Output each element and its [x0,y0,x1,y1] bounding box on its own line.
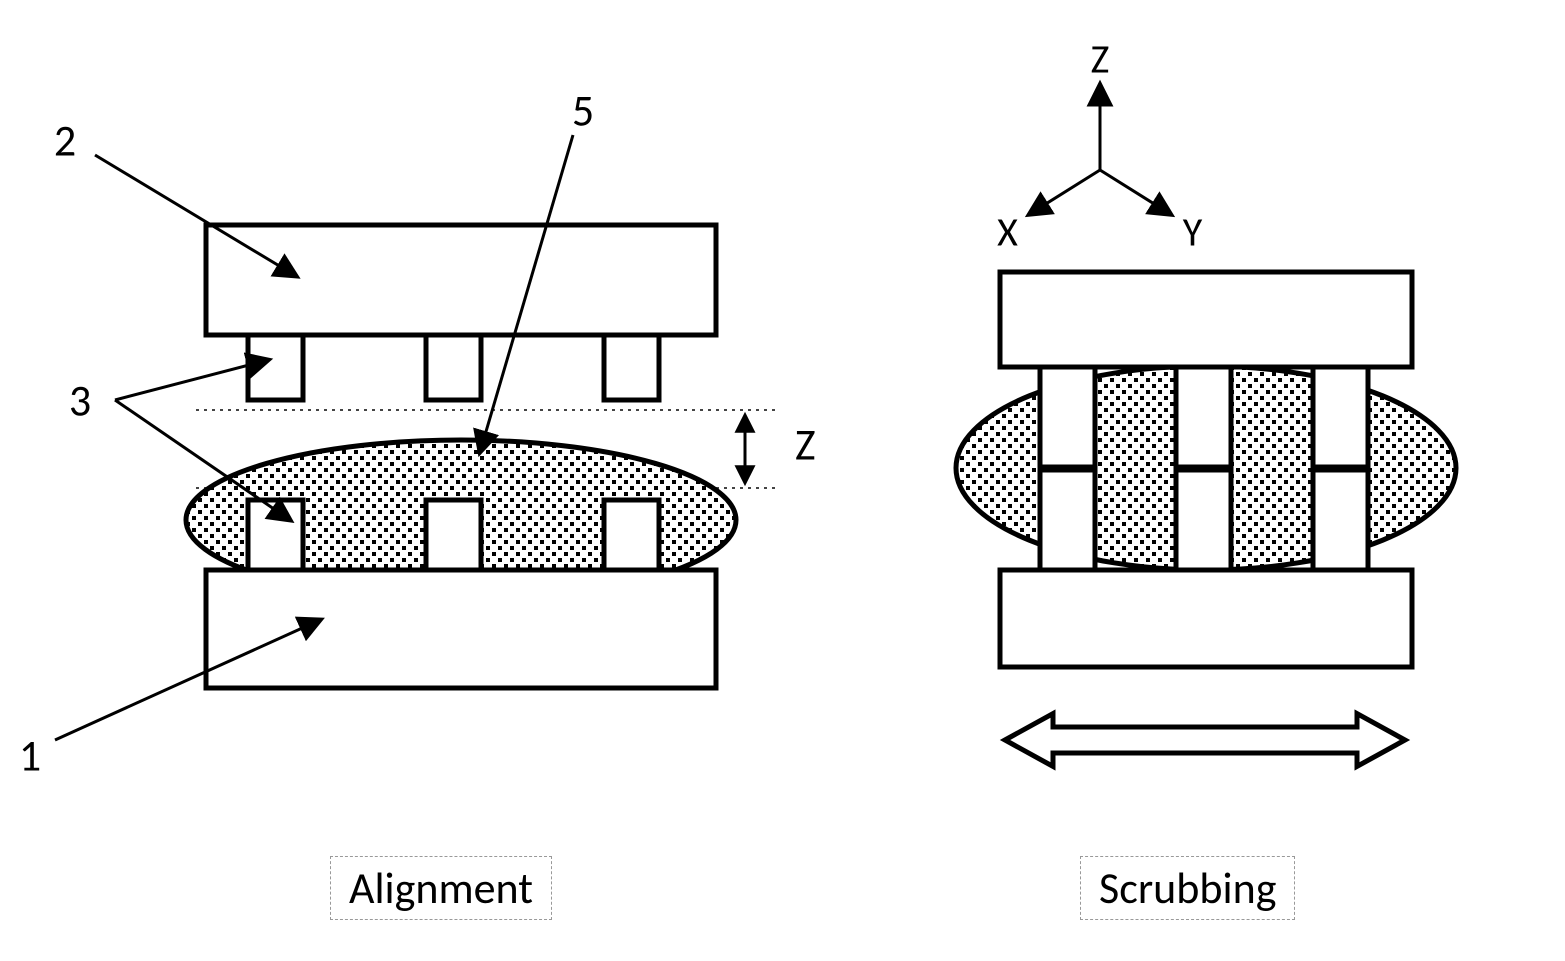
axis-y-label: Y [1183,208,1203,257]
axis-x-label: X [997,208,1018,257]
right-bottom-pillar-2 [1313,470,1368,570]
bottom-substrate-left [206,570,716,688]
axis-y [1100,170,1171,214]
top-pillar-1 [426,335,481,400]
right-bottom-pillar-0 [1040,470,1095,570]
right-top-pillar-1 [1176,367,1231,467]
caption-scrubbing: Scrubbing [1080,856,1295,920]
label-3: 3 [69,374,91,428]
label-5: 5 [572,84,594,138]
caption-alignment: Alignment [330,856,552,920]
leader-2 [95,155,296,276]
label-2: 2 [54,114,76,168]
diagram-canvas: Z 2 5 3 1 Z X Y [0,0,1565,961]
leader-3a [115,360,268,400]
right-top-pillar-2 [1313,367,1368,467]
top-pillar-0 [248,335,303,400]
bottom-pillar-2 [604,500,659,570]
caption-scrubbing-text: Scrubbing [1099,861,1276,915]
right-top-pillar-0 [1040,367,1095,467]
bottom-substrate-right [1000,570,1412,667]
caption-alignment-text: Alignment [349,861,533,915]
z-gap-label: Z [795,418,816,472]
top-pillar-2 [604,335,659,400]
top-substrate-left [206,225,716,335]
label-1: 1 [19,729,41,783]
axis-z-label: Z [1091,35,1110,84]
top-substrate-right [1000,272,1412,367]
scrubbing-arrow [1005,714,1405,767]
bottom-pillar-1 [426,500,481,570]
right-bottom-pillar-1 [1176,470,1231,570]
axis-x [1029,170,1100,214]
